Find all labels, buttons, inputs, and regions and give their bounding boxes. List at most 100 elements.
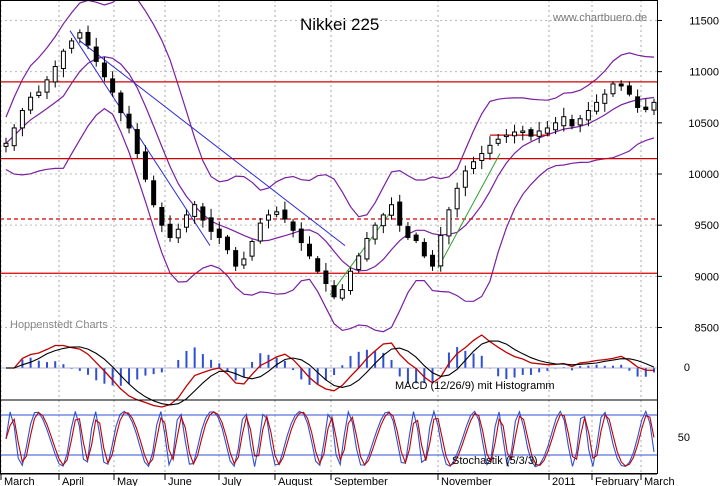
- candle-body: [643, 106, 649, 111]
- candle-body: [626, 85, 632, 95]
- candle-body: [142, 151, 148, 180]
- stoch-fast-line: [5, 409, 655, 468]
- support-resistance-lines: [0, 81, 657, 274]
- candle-body: [298, 228, 304, 244]
- candle-body: [454, 187, 460, 210]
- candle-body: [159, 206, 165, 226]
- x-tick-label: May: [117, 476, 138, 486]
- candle-body: [421, 241, 427, 257]
- candle-body: [397, 201, 403, 226]
- candle-body: [274, 211, 280, 215]
- stochastic-panel: [0, 409, 657, 468]
- x-tick-label: March: [4, 476, 35, 486]
- candle-body: [430, 254, 436, 267]
- bollinger-upper: [5, 0, 655, 218]
- candle-body: [183, 214, 189, 228]
- bollinger-lower: [5, 107, 655, 333]
- candle-body: [594, 101, 600, 112]
- candle-body: [192, 204, 198, 217]
- candle-body: [110, 78, 116, 93]
- y-tick-label: 9000: [695, 271, 719, 283]
- trend-lines: [69, 30, 550, 296]
- candle-body: [528, 129, 534, 137]
- candle-body: [348, 270, 354, 292]
- candle-body: [282, 209, 288, 220]
- candle-body: [569, 119, 575, 127]
- candle-body: [175, 228, 181, 239]
- y-tick-label: 9500: [695, 220, 719, 232]
- candle-body: [479, 153, 485, 161]
- candle-body: [520, 130, 526, 134]
- y-tick-label: 10000: [688, 169, 719, 181]
- signal-line: [6, 340, 655, 406]
- candle-body: [19, 110, 25, 129]
- candle-body: [224, 236, 230, 251]
- chart-title: Nikkei 225: [300, 15, 379, 34]
- candle-body: [446, 209, 452, 237]
- y-tick-label: 11500: [689, 15, 719, 27]
- candle-body: [315, 258, 321, 272]
- candle-body: [462, 170, 468, 188]
- candle-body: [233, 250, 239, 267]
- candle-body: [167, 223, 173, 238]
- macd-zero-label: 0: [684, 362, 690, 374]
- candle-body: [561, 116, 567, 127]
- candle-body: [44, 79, 50, 93]
- candle-body: [413, 234, 419, 242]
- candle-body: [290, 221, 296, 231]
- candle-body: [372, 224, 378, 240]
- candle-body: [69, 40, 75, 49]
- candle-body: [200, 206, 206, 221]
- candle-body: [208, 217, 214, 232]
- candle-body: [380, 214, 386, 227]
- candle-body: [241, 258, 247, 266]
- candle-body: [306, 243, 312, 257]
- stochastic-label: Stochastik (5/3/3): [452, 455, 538, 467]
- x-tick-label: July: [222, 476, 242, 486]
- candle-body: [471, 161, 477, 170]
- candle-body: [503, 134, 509, 138]
- candle-body: [602, 93, 608, 104]
- x-tick-label: November: [441, 476, 492, 486]
- candle-body: [585, 110, 591, 121]
- candle-body: [618, 83, 624, 87]
- candle-body: [389, 204, 395, 216]
- trend-line-blue: [79, 40, 346, 247]
- x-tick-label: March: [644, 476, 675, 486]
- candle-body: [36, 91, 42, 97]
- candle-body: [331, 285, 337, 298]
- x-tick-label: February: [595, 476, 640, 486]
- macd-label: MACD (12/26/9) mit Histogramm: [395, 380, 555, 392]
- y-tick-label: 11000: [689, 67, 719, 79]
- candles: [3, 25, 657, 301]
- candle-body: [323, 270, 329, 285]
- y-tick-label: 10500: [688, 118, 719, 130]
- candle-body: [651, 101, 657, 111]
- x-tick-label: 2011: [552, 476, 576, 486]
- candle-body: [28, 96, 34, 111]
- x-tick-label: April: [62, 476, 84, 486]
- candle-body: [356, 255, 362, 270]
- watermark-label: Hoppenstedt Charts: [10, 319, 108, 331]
- candle-body: [487, 144, 493, 154]
- candle-body: [249, 241, 255, 257]
- trend-line-green: [437, 153, 501, 269]
- candle-body: [610, 83, 616, 95]
- candle-body: [126, 113, 132, 129]
- candle-body: [77, 32, 83, 39]
- candle-body: [118, 92, 124, 114]
- candle-body: [577, 118, 583, 126]
- y-tick-label: 8500: [695, 323, 719, 335]
- macd-panel: [0, 334, 657, 408]
- candle-body: [52, 66, 58, 83]
- x-tick-label: September: [334, 476, 388, 486]
- candle-body: [512, 131, 518, 137]
- candle-body: [495, 138, 501, 144]
- candle-body: [93, 46, 99, 62]
- candle-body: [553, 122, 559, 131]
- x-tick-label: August: [278, 476, 312, 486]
- candle-body: [536, 130, 542, 137]
- candle-body: [405, 226, 411, 238]
